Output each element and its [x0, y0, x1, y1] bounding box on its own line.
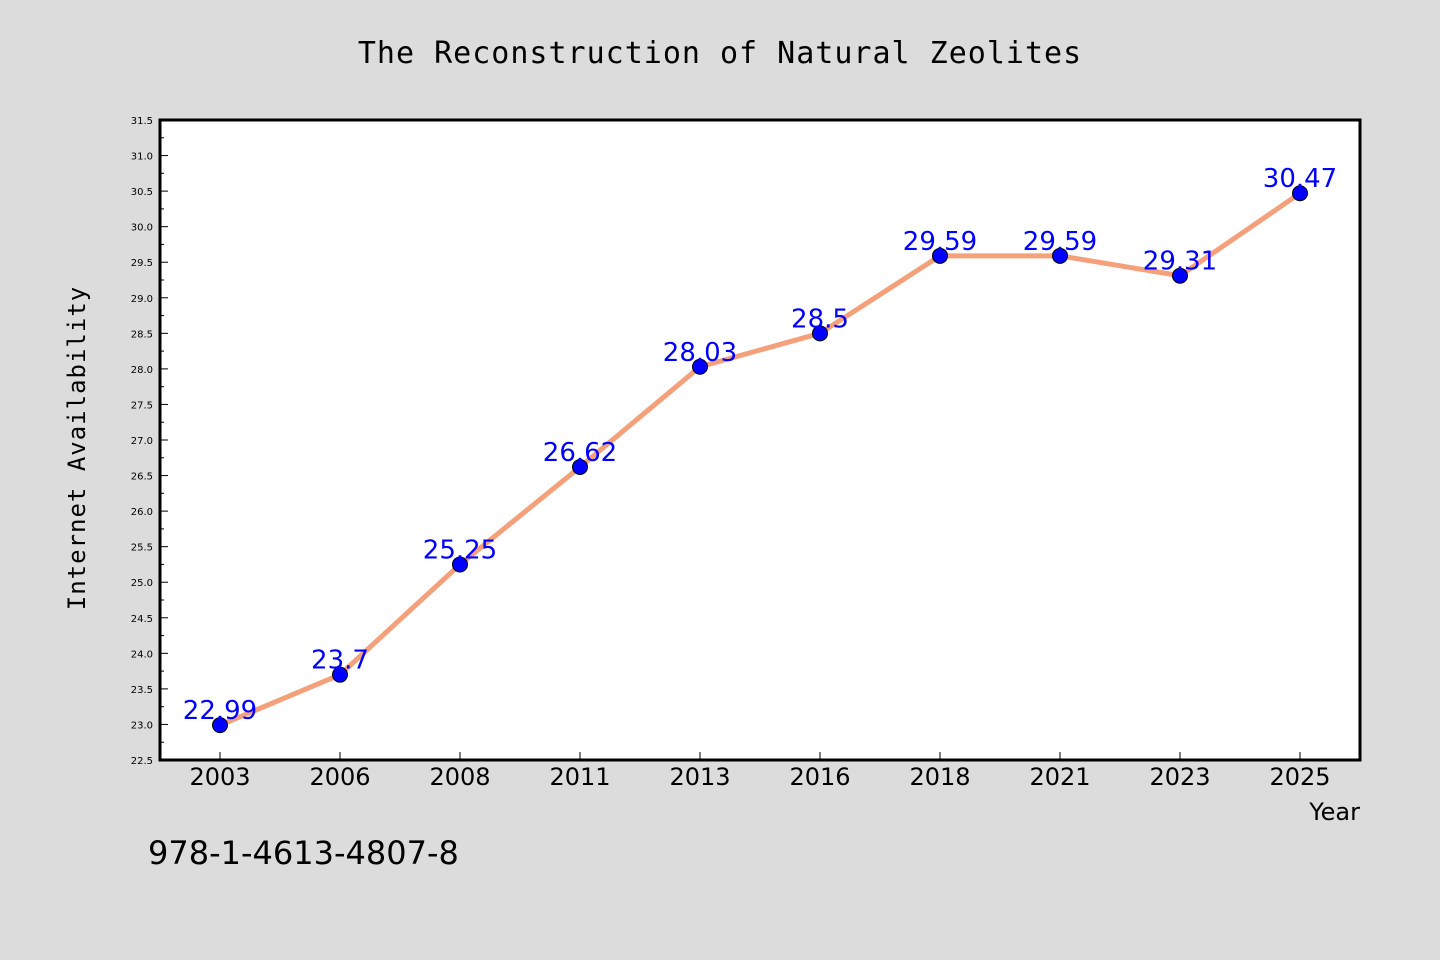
data-label: 29.59 [903, 227, 977, 257]
data-point [572, 459, 588, 476]
x-tick-label: 2011 [549, 763, 610, 791]
x-tick-label: 2013 [669, 763, 730, 791]
data-point [1292, 185, 1308, 202]
data-point [212, 717, 228, 734]
y-tick-label: 22.5 [131, 756, 153, 767]
data-label: 30.47 [1263, 164, 1337, 194]
y-tick-label: 29.5 [131, 258, 153, 269]
y-tick-label: 24.0 [131, 649, 153, 660]
y-tick-label: 25.5 [131, 543, 153, 554]
data-label: 26.62 [543, 438, 617, 468]
series-layer: 22.99 23.7 25.25 26.62 28.03 28.5 29.59 29.59 29… [183, 164, 1337, 734]
x-tick-label: 2021 [1029, 763, 1090, 791]
y-tick-label: 27.0 [131, 436, 153, 447]
y-tick-label: 25.0 [131, 578, 153, 589]
y-tick-label: 24.5 [131, 614, 153, 625]
data-point [812, 325, 828, 342]
x-tick-label: 2003 [189, 763, 250, 791]
y-tick-label: 28.5 [131, 329, 153, 340]
x-tick-label: 2016 [789, 763, 850, 791]
y-tick-label: 29.0 [131, 294, 153, 305]
data-label: 28.5 [791, 304, 849, 334]
data-label: 29.31 [1143, 247, 1217, 277]
data-point [452, 556, 468, 573]
data-point [1172, 267, 1188, 284]
x-tick-label: 2025 [1269, 763, 1330, 791]
y-tick-label: 26.0 [131, 507, 153, 518]
chart-title: The Reconstruction of Natural Zeolites [358, 36, 1082, 71]
data-label: 29.59 [1023, 227, 1097, 257]
y-tick-label: 26.5 [131, 472, 153, 483]
data-point [332, 666, 348, 683]
series-line [217, 190, 1303, 728]
y-tick-label: 23.0 [131, 720, 153, 731]
isbn-annotation: 978-1-4613-4807-8 [148, 834, 459, 872]
y-tick-label: 31.0 [131, 152, 153, 163]
y-axis-label: Internet Availability [63, 286, 91, 610]
data-label: 25.25 [423, 535, 497, 565]
x-tick-label: 2018 [909, 763, 970, 791]
y-tick-label: 23.5 [131, 685, 153, 696]
data-label: 23.7 [311, 646, 369, 676]
x-tick-label: 2008 [429, 763, 490, 791]
data-label: 28.03 [663, 338, 737, 368]
x-axis-label: Year [1308, 798, 1360, 826]
y-tick-label: 30.5 [131, 187, 153, 198]
y-tick-label: 30.0 [131, 223, 153, 234]
y-tick-label: 27.5 [131, 400, 153, 411]
data-point [692, 358, 708, 375]
data-point [932, 247, 948, 264]
x-axis: 2003 2006 2008 2011 2013 2016 2018 2021 2023 2025 [189, 752, 1331, 791]
data-point [1052, 247, 1068, 264]
x-tick-label: 2006 [309, 763, 370, 791]
y-tick-label: 28.0 [131, 365, 153, 376]
x-tick-label: 2023 [1149, 763, 1210, 791]
y-tick-label: 31.5 [131, 116, 153, 127]
y-axis: 22.5 23.0 23.5 24.0 24.5 25.0 25.5 26.0 26.5 27.0… [131, 116, 168, 767]
data-label: 22.99 [183, 696, 257, 726]
